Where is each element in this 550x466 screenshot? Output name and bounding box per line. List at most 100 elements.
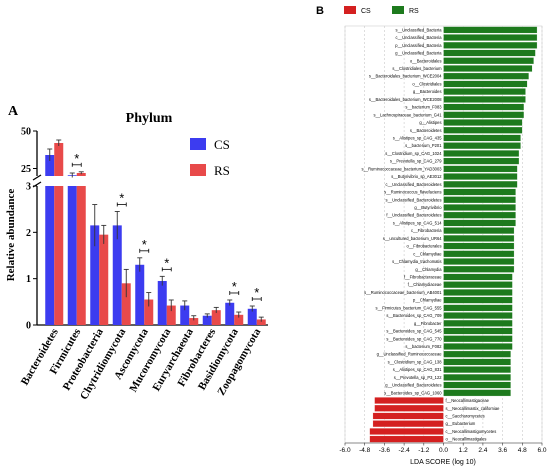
lda-bar-cs: [369, 428, 444, 435]
lda-bar-rs: [443, 142, 521, 150]
bar-label: o__Neocallimastigales: [446, 437, 487, 442]
panel-a-x-tick-labels: BacteroidetesFirmicutesProteobacteriaChy…: [19, 326, 264, 402]
y-tick-label: 50: [21, 127, 31, 138]
bar-label: s__Unclassified_Bacteroidetes: [386, 197, 442, 202]
x-tick-label: -6.0: [339, 447, 351, 454]
bar-rs: [189, 318, 199, 325]
lda-bar-rs: [443, 72, 530, 80]
bar-rs: [256, 319, 266, 325]
lda-bar-rs: [443, 234, 515, 242]
bar-label: s__Alistipes_sp_CAG_435: [393, 135, 442, 140]
lda-bar-rs: [443, 80, 528, 88]
bar-rs: [54, 143, 64, 176]
lda-bar-rs: [443, 242, 515, 250]
bar-label: s__Neocallimastix_californiae: [446, 406, 501, 411]
lda-bar-rs: [443, 150, 520, 157]
lda-bar-rs: [443, 41, 538, 49]
lda-bar-rs: [443, 88, 526, 96]
lda-bar-rs: [443, 289, 513, 296]
significance-marker: *: [254, 285, 259, 300]
x-tick-label: -4.8: [359, 447, 371, 454]
panel-a-bars: * * * * * *: [45, 139, 266, 325]
significance-marker: *: [164, 255, 169, 270]
bar-label: s__Bacteroidetes: [410, 128, 442, 133]
panel-a-label: A: [8, 104, 19, 119]
bar-label: s__Unclassified_Bacteria: [396, 27, 443, 32]
bar-label: s__Ruminococcaceae_bacterium_YAD3003: [361, 166, 442, 171]
lda-bar-rs: [443, 188, 516, 196]
lda-bar-rs: [443, 173, 518, 180]
bar-rs-lower: [76, 186, 86, 325]
bar-cs-lower: [67, 186, 77, 325]
bar-label: s__Bacteroidales_bacterium_WCE2004: [369, 74, 442, 79]
x-axis-label: LDA SCORE (log 10): [410, 459, 476, 466]
bar-cs: [202, 315, 212, 325]
bar-label: s__Bacteroides_sp_CAG_770: [386, 336, 442, 341]
significance-marker: *: [232, 279, 237, 294]
lda-bar-rs: [443, 319, 513, 327]
legend-label-rs: RS: [214, 163, 230, 178]
lda-bar-rs: [443, 180, 518, 188]
lda-bar-rs: [443, 34, 538, 41]
y-tick-label: 2: [26, 228, 31, 239]
bar-label: s__Bacteroides_sp_CAG_709: [386, 313, 442, 318]
bar-label: s__Butyrivibrio_sp_AE3012: [391, 174, 442, 179]
bar-label: f__Neocallimastigaceae: [446, 398, 490, 403]
y-tick-label: 1: [26, 274, 31, 285]
lda-bar-rs: [443, 250, 515, 258]
lda-bar-rs: [443, 327, 513, 335]
lda-bar-rs: [443, 273, 513, 281]
lda-bar-rs: [443, 335, 513, 343]
lda-bar-rs: [443, 196, 516, 204]
legend-swatch-rs: [190, 164, 206, 176]
panel-b-bars: s__Unclassified_Bacteria c__Unclassified_…: [361, 26, 538, 443]
bar-label: s__Bacteroides_sp_CAG_545: [386, 329, 442, 334]
x-tick-label: 0.0: [439, 447, 448, 454]
lda-bar-rs: [443, 204, 516, 211]
lda-bar-rs: [443, 49, 536, 57]
bar-cs: [157, 280, 167, 325]
bar-label: c__Fibrobacteria: [411, 228, 442, 233]
y-tick-label: 0: [26, 321, 31, 332]
bar-label: o__Bacteroidales: [410, 58, 442, 63]
bar-label: s__bacterium_F082: [405, 344, 442, 349]
lda-bar-cs: [369, 435, 444, 443]
bar-label: s__Bacteroidales_bacterium_WCE2008: [369, 97, 442, 102]
significance-marker: *: [142, 237, 147, 252]
lda-bar-rs: [443, 358, 511, 366]
x-tick-label: 1.2: [459, 447, 468, 454]
bar-label: c__Chlamydiae: [413, 251, 442, 256]
lda-bar-rs: [443, 312, 513, 319]
bar-label: c__Neocallimastigomycetes: [446, 429, 497, 434]
bar-label: s__Firmicutes_bacterium_CAG_555: [376, 305, 443, 310]
bar-label: g__Fibrobacter: [414, 321, 442, 326]
lda-bar-cs: [372, 412, 444, 420]
x-tick-label: 2.4: [478, 447, 487, 454]
bar-label: o__Fibrobacterales: [406, 244, 441, 249]
panel-a-legend: CS RS: [190, 137, 230, 178]
bar-cs: [135, 264, 145, 325]
bar-rs: [166, 305, 176, 325]
x-tick-label: 4.8: [518, 447, 527, 454]
x-tick-label: 3.6: [498, 447, 507, 454]
bar-label: f__Unclassified_Bacteroidetes: [386, 213, 441, 218]
bar-label: f__Chlamydiaceae: [408, 282, 443, 287]
bar-cs: [45, 155, 55, 176]
bar-label: p__Unclassified_Bacteria: [395, 43, 442, 48]
bar-label: s__Alistipes_sp_CAG_831: [393, 367, 442, 372]
bar-label: s__Ruminococcaceae_bacterium_AB4001: [364, 290, 442, 295]
lda-bar-rs: [443, 26, 538, 34]
x-tick-label: -1.2: [418, 447, 430, 454]
panel-a-title: Phylum: [126, 111, 173, 126]
bar-cs: [112, 225, 122, 325]
legend-label-cs: CS: [361, 8, 371, 15]
bar-label: s__Prevotella_sp_CAG_279: [390, 159, 442, 164]
panel-b: B CS RS s__Unclassified_Bacteria c__Unclas…: [316, 5, 547, 466]
panel-b-label: B: [316, 5, 324, 17]
bar-label: s__Chlamydia_trachomatis: [392, 259, 441, 264]
y-tick-label: 3: [26, 182, 31, 193]
bar-label: g__Unclassified_Bacteroidetes: [385, 383, 441, 388]
lda-bar-rs: [443, 134, 521, 142]
lda-bar-rs: [443, 343, 513, 350]
